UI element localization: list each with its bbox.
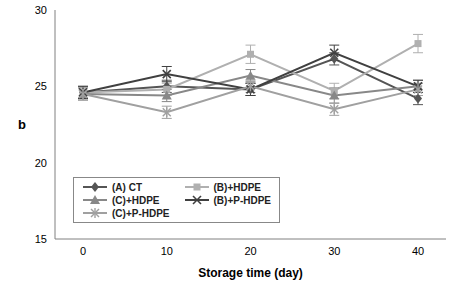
html-text:(C)+HDPE: (C)+HDPE [112,194,160,206]
html-text:(C)+P-HDPE: (C)+P-HDPE [112,207,170,219]
svg-text:20: 20 [244,245,256,257]
html-text:(A) CT: (A) CT [112,181,142,193]
svg-text:40: 40 [412,245,424,257]
svg-text:25: 25 [35,80,47,92]
svg-text:15: 15 [35,233,47,245]
svg-text:10: 10 [161,245,173,257]
html-text:(B)+P-HDPE: (B)+P-HDPE [213,194,271,206]
svg-text:0: 0 [80,245,86,257]
svg-text:30: 30 [35,4,47,16]
svg-text:30: 30 [328,245,340,257]
svg-text:Storage time (day): Storage time (day) [198,266,303,280]
svg-text:20: 20 [35,157,47,169]
html-text:(B)+HDPE: (B)+HDPE [213,181,261,193]
svg-text:b: b [18,117,26,132]
